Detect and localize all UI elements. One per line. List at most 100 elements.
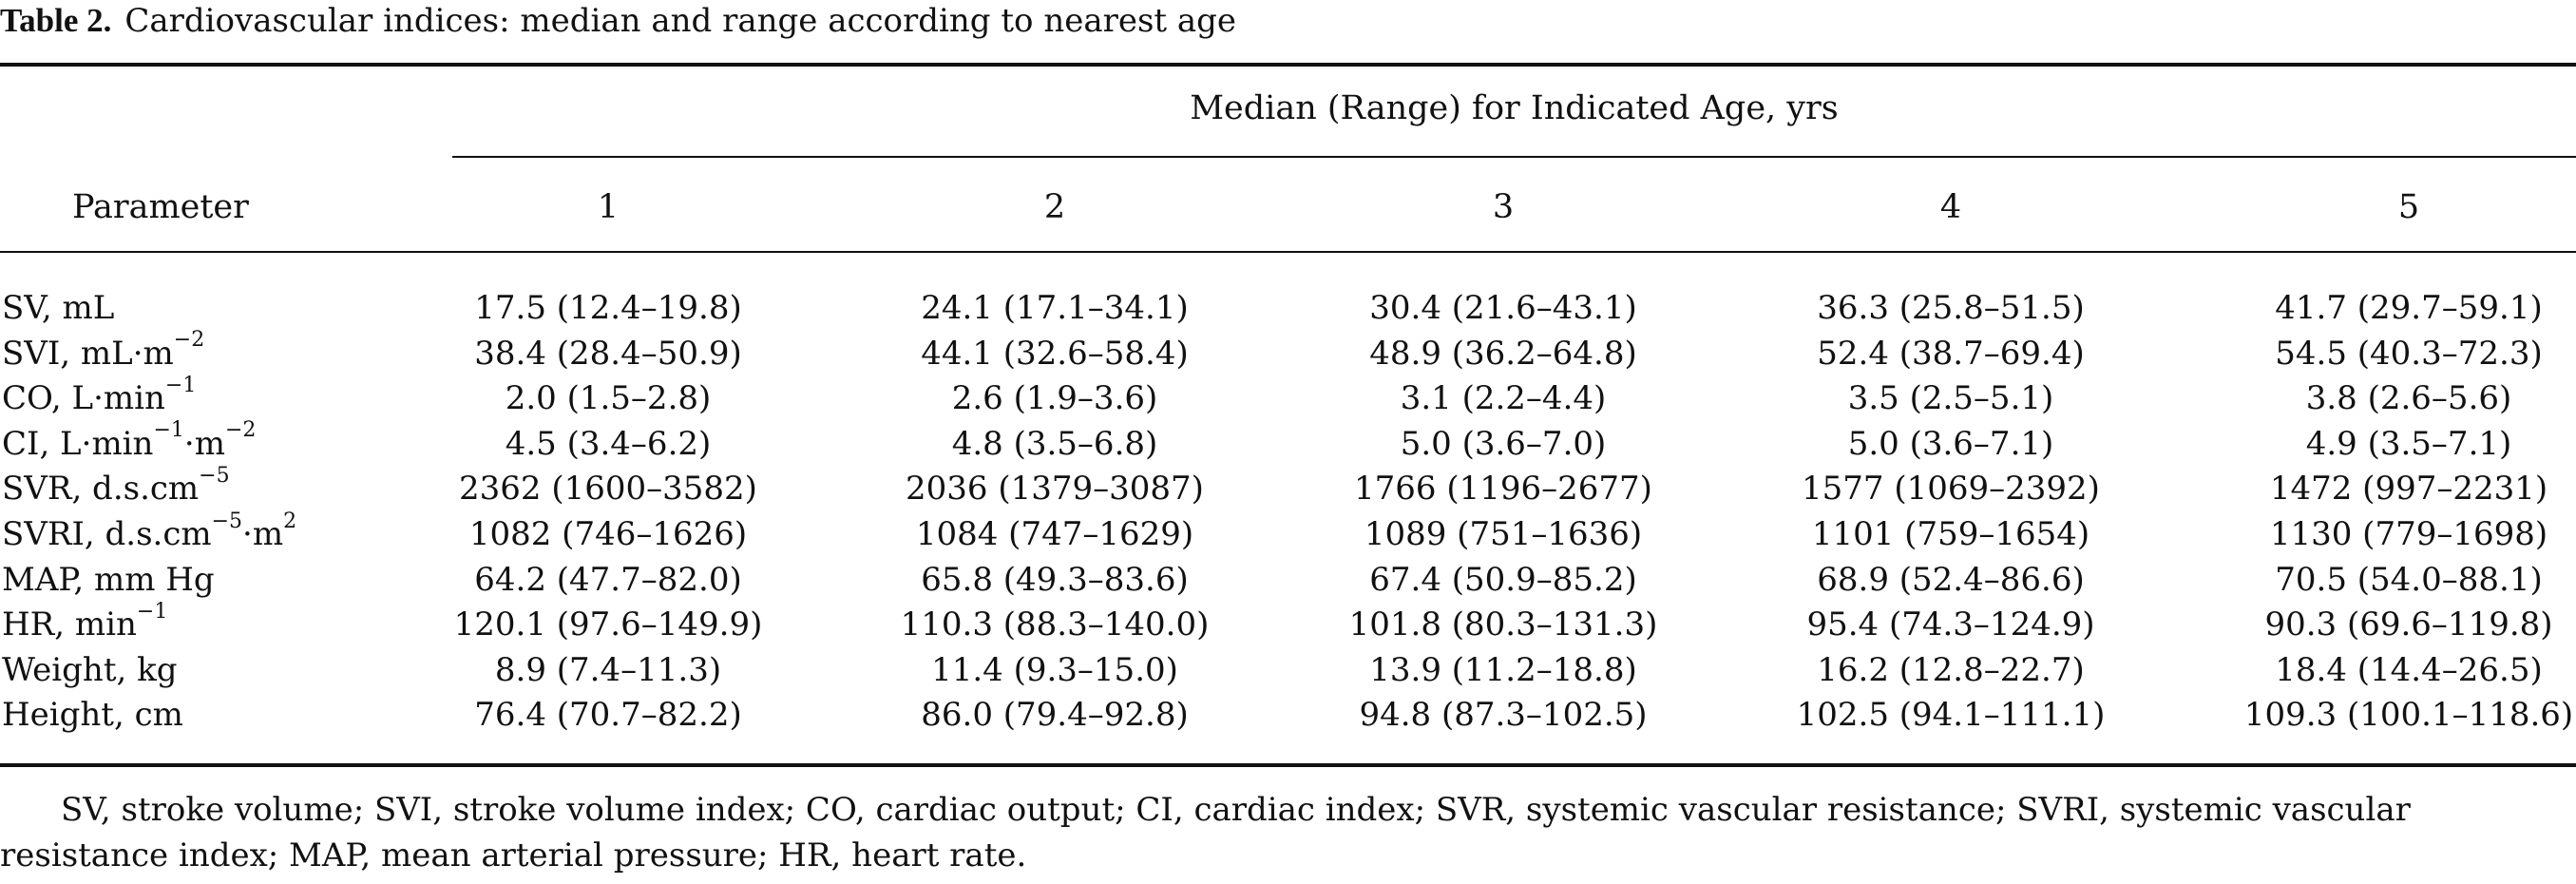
unit-superscript-2: −2 (224, 418, 257, 443)
parameter-cell: CO, L·min−1 (2, 375, 196, 421)
age-header-5: 5 (2397, 188, 2420, 226)
table-row: CO, L·min−1 2.0 (1.5–2.8) 2.6 (1.9–3.6) 3.1… (0, 375, 2576, 421)
table-row: SVRI, d.s.cm−5·m2 1082 (746–1626) 1084 (74… (0, 509, 2576, 557)
value-cell-age-5: 90.3 (69.6–119.8) (2264, 605, 2553, 644)
value-cell-age-2: 24.1 (17.1–34.1) (921, 289, 1189, 327)
age-header-3: 3 (1492, 188, 1515, 226)
unit-superscript: −1 (136, 599, 168, 624)
table-row: Height, cm 76.4 (70.7–82.2) 86.0 (79.4–92.… (0, 692, 2576, 738)
parameter-cell: SVI, mL·m−2 (2, 330, 204, 376)
unit-superscript: −5 (199, 464, 230, 489)
table-row: SV, mL 17.5 (12.4–19.8) 24.1 (17.1–34.1) 30… (0, 285, 2576, 331)
value-cell-age-2: 44.1 (32.6–58.4) (921, 334, 1189, 373)
value-cell-age-5: 109.3 (100.1–118.6) (2243, 696, 2574, 735)
parameter-name: CO, L·min (2, 379, 165, 418)
parameter-cell: SVR, d.s.cm−5 (2, 466, 230, 511)
unit-superscript: −5 (211, 509, 243, 533)
value-cell-age-4: 95.4 (74.3–124.9) (1806, 605, 2095, 644)
age-header-4: 4 (1939, 188, 1962, 226)
value-cell-age-3: 1089 (751–1636) (1364, 515, 1643, 553)
parameter-cell: HR, min−1 (2, 599, 168, 647)
parameter-name-tail: ·m (242, 515, 284, 553)
value-cell-age-5: 54.5 (40.3–72.3) (2275, 334, 2543, 373)
table-caption-label: Table 2. (0, 2, 112, 39)
top-rule (0, 63, 2576, 67)
parameter-cell: CI, L·min−1·m−2 (2, 418, 257, 467)
table-row: SVR, d.s.cm−5 2362 (1600–3582) 2036 (1379–… (0, 466, 2576, 511)
header-rule (0, 251, 2576, 253)
parameter-name: SVR, d.s.cm (2, 470, 200, 509)
value-cell-age-3: 30.4 (21.6–43.1) (1369, 289, 1637, 327)
value-cell-age-2: 11.4 (9.3–15.0) (931, 650, 1178, 689)
value-cell-age-3: 67.4 (50.9–85.2) (1369, 560, 1637, 599)
value-cell-age-4: 52.4 (38.7–69.4) (1817, 334, 2085, 373)
value-cell-age-1: 64.2 (47.7–82.0) (474, 560, 742, 599)
value-cell-age-4: 102.5 (94.1–111.1) (1796, 696, 2106, 735)
unit-superscript-2: 2 (283, 509, 297, 533)
value-cell-age-3: 48.9 (36.2–64.8) (1369, 334, 1637, 373)
value-cell-age-4: 3.5 (2.5–5.1) (1847, 379, 2054, 418)
value-cell-age-1: 17.5 (12.4–19.8) (474, 289, 742, 327)
value-cell-age-2: 2.6 (1.9–3.6) (951, 379, 1158, 418)
table-row: Weight, kg 8.9 (7.4–11.3) 11.4 (9.3–15.0) 1… (0, 647, 2576, 693)
parameter-cell: MAP, mm Hg (2, 557, 215, 603)
table-row: HR, min−1 120.1 (97.6–149.9) 110.3 (88.3–1… (0, 599, 2576, 647)
column-spanner-header: Median (Range) for Indicated Age, yrs (1190, 89, 1839, 127)
value-cell-age-2: 4.8 (3.5–6.8) (951, 424, 1158, 463)
table-row: CI, L·min−1·m−2 4.5 (3.4–6.2) 4.8 (3.5–6.8… (0, 418, 2576, 467)
value-cell-age-3: 5.0 (3.6–7.0) (1400, 424, 1607, 463)
value-cell-age-2: 2036 (1379–3087) (906, 470, 1204, 509)
value-cell-age-5: 70.5 (54.0–88.1) (2275, 560, 2543, 599)
parameter-name: Weight, kg (2, 650, 178, 689)
value-cell-age-1: 8.9 (7.4–11.3) (494, 650, 722, 689)
parameter-name: Height, cm (2, 696, 183, 735)
value-cell-age-1: 76.4 (70.7–82.2) (474, 696, 742, 735)
value-cell-age-4: 16.2 (12.8–22.7) (1817, 650, 2085, 689)
parameter-name: SVRI, d.s.cm (2, 515, 212, 553)
value-cell-age-5: 41.7 (29.7–59.1) (2275, 289, 2543, 327)
table-footnote: SV, stroke volume; SVI, stroke volume in… (0, 791, 2411, 874)
age-header-2: 2 (1043, 188, 1066, 226)
table-caption: Table 2. Cardiovascular indices: median a… (0, 0, 1236, 42)
value-cell-age-2: 65.8 (49.3–83.6) (921, 560, 1189, 599)
parameter-name: MAP, mm Hg (2, 560, 215, 599)
parameter-cell: SVRI, d.s.cm−5·m2 (2, 509, 297, 557)
parameter-cell: Weight, kg (2, 647, 177, 693)
value-cell-age-2: 110.3 (88.3–140.0) (900, 605, 1210, 644)
age-header-1: 1 (597, 188, 620, 226)
table-row: SVI, mL·m−2 38.4 (28.4–50.9) 44.1 (32.6–58… (0, 330, 2576, 376)
value-cell-age-3: 13.9 (11.2–18.8) (1369, 650, 1637, 689)
value-cell-age-1: 120.1 (97.6–149.9) (453, 605, 763, 644)
parameter-column-header: Parameter (72, 188, 249, 226)
value-cell-age-4: 1577 (1069–2392) (1802, 470, 2100, 509)
value-cell-age-1: 38.4 (28.4–50.9) (474, 334, 742, 373)
value-cell-age-2: 1084 (747–1629) (915, 515, 1194, 553)
spanner-rule (452, 156, 2576, 158)
parameter-cell: SV, mL (2, 285, 114, 331)
bottom-rule (0, 763, 2576, 767)
parameter-name: SVI, mL·m (2, 334, 174, 373)
value-cell-age-4: 5.0 (3.6–7.1) (1847, 424, 2054, 463)
parameter-name: HR, min (2, 605, 137, 644)
value-cell-age-5: 4.9 (3.5–7.1) (2305, 424, 2512, 463)
parameter-name-tail: ·m (183, 424, 225, 463)
value-cell-age-3: 1766 (1196–2677) (1354, 470, 1652, 509)
value-cell-age-5: 1472 (997–2231) (2269, 470, 2548, 509)
value-cell-age-3: 101.8 (80.3–131.3) (1348, 605, 1658, 644)
value-cell-age-4: 36.3 (25.8–51.5) (1817, 289, 2085, 327)
parameter-cell: Height, cm (2, 692, 183, 738)
value-cell-age-5: 3.8 (2.6–5.6) (2305, 379, 2512, 418)
table-row: MAP, mm Hg 64.2 (47.7–82.0) 65.8 (49.3–83.… (0, 557, 2576, 603)
table-caption-text: Cardiovascular indices: median and range… (124, 2, 1237, 40)
value-cell-age-1: 2362 (1600–3582) (459, 470, 757, 509)
unit-superscript: −1 (153, 418, 184, 443)
value-cell-age-4: 1101 (759–1654) (1811, 515, 2090, 553)
value-cell-age-1: 1082 (746–1626) (468, 515, 748, 553)
parameter-name: SV, mL (2, 289, 115, 327)
parameter-name: CI, L·min (2, 424, 154, 463)
value-cell-age-5: 1130 (779–1698) (2269, 515, 2548, 553)
value-cell-age-4: 68.9 (52.4–86.6) (1817, 560, 2085, 599)
value-cell-age-3: 3.1 (2.2–4.4) (1400, 379, 1607, 418)
value-cell-age-1: 4.5 (3.4–6.2) (505, 424, 712, 463)
